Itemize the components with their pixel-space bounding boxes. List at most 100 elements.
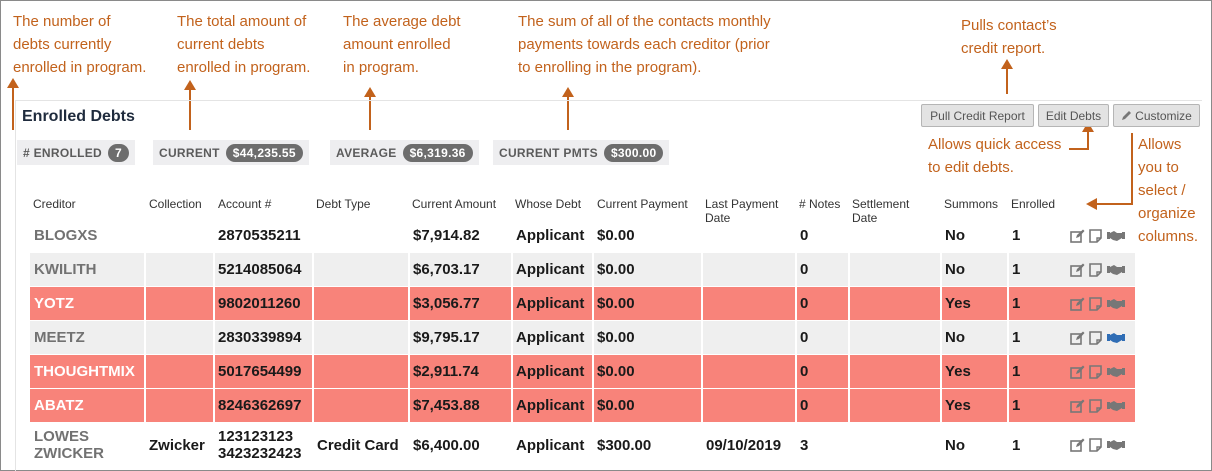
cell-account: 5017654499 <box>218 363 302 380</box>
handshake-icon[interactable] <box>1106 365 1125 379</box>
edit-debts-button[interactable]: Edit Debts <box>1038 104 1109 127</box>
note-icon[interactable] <box>1088 228 1103 243</box>
edit-icon[interactable] <box>1070 263 1085 277</box>
cell-collection <box>145 287 149 320</box>
note-icon[interactable] <box>1088 364 1103 379</box>
note-icon[interactable] <box>1088 438 1103 452</box>
cell-separator <box>701 389 703 422</box>
table-row[interactable]: THOUGHTMIX 5017654499 $2,911.74 Applicant $0… <box>30 355 1135 388</box>
edit-icon[interactable] <box>1070 331 1085 345</box>
cell-separator <box>1007 355 1009 388</box>
cell-debt-type <box>313 389 317 422</box>
cell-separator <box>511 389 513 422</box>
annotation-enrolled: The number of debts currently enrolled i… <box>13 13 147 76</box>
arrow-enrolled <box>7 78 19 130</box>
cell-separator <box>701 287 703 320</box>
customize-button[interactable]: Customize <box>1113 104 1200 127</box>
header-last-payment-date[interactable]: Last Payment Date <box>705 197 779 225</box>
edit-icon[interactable] <box>1070 297 1085 311</box>
row-actions <box>1070 253 1125 286</box>
header-notes[interactable]: # Notes <box>799 197 841 211</box>
annotation-pull-credit: Pulls contact’s credit report. <box>961 17 1057 57</box>
cell-whose-debt: Applicant <box>516 363 585 380</box>
row-actions <box>1070 389 1125 422</box>
cell-separator <box>940 355 942 388</box>
header-debt-type[interactable]: Debt Type <box>316 197 371 211</box>
header-account[interactable]: Account # <box>218 197 272 211</box>
handshake-icon[interactable] <box>1106 438 1125 452</box>
edit-icon[interactable] <box>1070 229 1085 243</box>
handshake-icon[interactable] <box>1106 263 1125 277</box>
cell-separator <box>408 355 410 388</box>
cell-separator <box>1007 287 1009 320</box>
cell-current-payment: $0.00 <box>597 261 635 278</box>
handshake-icon[interactable] <box>1106 331 1125 345</box>
customize-label: Customize <box>1135 108 1192 123</box>
cell-separator <box>848 389 850 422</box>
table-row[interactable]: BLOGXS 2870535211 $7,914.82 Applicant $0.00 0… <box>30 219 1135 252</box>
cell-enrolled: 1 <box>1012 397 1021 414</box>
header-summons[interactable]: Summons <box>944 197 999 211</box>
cell-last-payment-date <box>702 219 706 252</box>
cell-enrolled: 1 <box>1012 363 1021 380</box>
stat-average-badge: $6,319.36 <box>402 143 473 162</box>
cell-separator <box>592 389 594 422</box>
cell-summons: Yes <box>945 363 971 380</box>
cell-separator <box>1007 253 1009 286</box>
stat-current-pmts-label: CURRENT PMTS <box>499 145 598 160</box>
annotation-average: The average debt amount enrolled in prog… <box>343 13 461 76</box>
handshake-icon[interactable] <box>1106 229 1125 243</box>
cell-current-payment: $300.00 <box>597 436 652 454</box>
cell-separator <box>592 355 594 388</box>
cell-separator <box>511 355 513 388</box>
note-icon[interactable] <box>1088 262 1103 277</box>
cell-current-amount: $3,056.77 <box>413 295 480 312</box>
edit-icon[interactable] <box>1070 365 1085 379</box>
cell-separator <box>848 287 850 320</box>
cell-account: 2870535211 <box>218 227 301 244</box>
handshake-icon[interactable] <box>1106 297 1125 311</box>
header-current-amount[interactable]: Current Amount <box>412 197 497 211</box>
panel-title: Enrolled Debts <box>22 108 135 125</box>
row-actions <box>1070 321 1125 354</box>
cell-current-amount: $7,453.88 <box>413 397 480 414</box>
edit-icon[interactable] <box>1070 399 1085 413</box>
header-enrolled[interactable]: Enrolled <box>1011 197 1056 211</box>
header-whose-debt[interactable]: Whose Debt <box>515 197 582 211</box>
cell-account: 5214085064 <box>218 261 302 278</box>
table-row[interactable]: KWILITH 5214085064 $6,703.17 Applicant $0.00… <box>30 253 1135 286</box>
cell-separator <box>795 287 797 320</box>
pull-credit-report-button[interactable]: Pull Credit Report <box>921 104 1034 127</box>
cell-current-payment: $0.00 <box>597 295 635 312</box>
cell-current-amount: $2,911.74 <box>413 363 479 380</box>
cell-summons: Yes <box>945 397 971 414</box>
table-row[interactable]: MEETZ 2830339894 $9,795.17 Applicant $0.00 0 N… <box>30 321 1135 354</box>
cell-separator <box>408 321 410 354</box>
cell-summons: No <box>945 261 965 278</box>
cell-separator <box>213 287 215 320</box>
arrow-pull-credit <box>1001 59 1013 94</box>
cell-settlement-date <box>849 287 853 320</box>
cell-separator <box>511 287 513 320</box>
cell-enrolled: 1 <box>1012 436 1021 454</box>
cell-separator <box>312 321 314 354</box>
stat-current: CURRENT $44,235.55 <box>153 140 309 165</box>
cell-creditor: LOWES ZWICKER <box>34 428 104 462</box>
header-creditor[interactable]: Creditor <box>33 197 76 211</box>
cell-whose-debt: Applicant <box>516 295 585 312</box>
note-icon[interactable] <box>1088 398 1103 413</box>
header-settlement-date[interactable]: Settlement Date <box>852 197 910 225</box>
header-current-payment[interactable]: Current Payment <box>597 197 688 211</box>
header-collection[interactable]: Collection <box>149 197 202 211</box>
note-icon[interactable] <box>1088 330 1103 345</box>
table-row[interactable]: LOWES ZWICKER Zwicker 123123123 3423232423… <box>30 423 1135 467</box>
edit-icon[interactable] <box>1070 438 1085 452</box>
note-icon[interactable] <box>1088 296 1103 311</box>
cell-summons: No <box>945 329 965 346</box>
table-row[interactable]: ABATZ 8246362697 $7,453.88 Applicant $0.00 0 Y… <box>30 389 1135 422</box>
table-row[interactable]: YOTZ 9802011260 $3,056.77 Applicant $0.00 0 Ye… <box>30 287 1135 320</box>
annotation-customize: Allows you to select / organize columns. <box>1138 136 1199 245</box>
handshake-icon[interactable] <box>1106 399 1125 413</box>
cell-separator <box>1007 321 1009 354</box>
cell-separator <box>795 355 797 388</box>
